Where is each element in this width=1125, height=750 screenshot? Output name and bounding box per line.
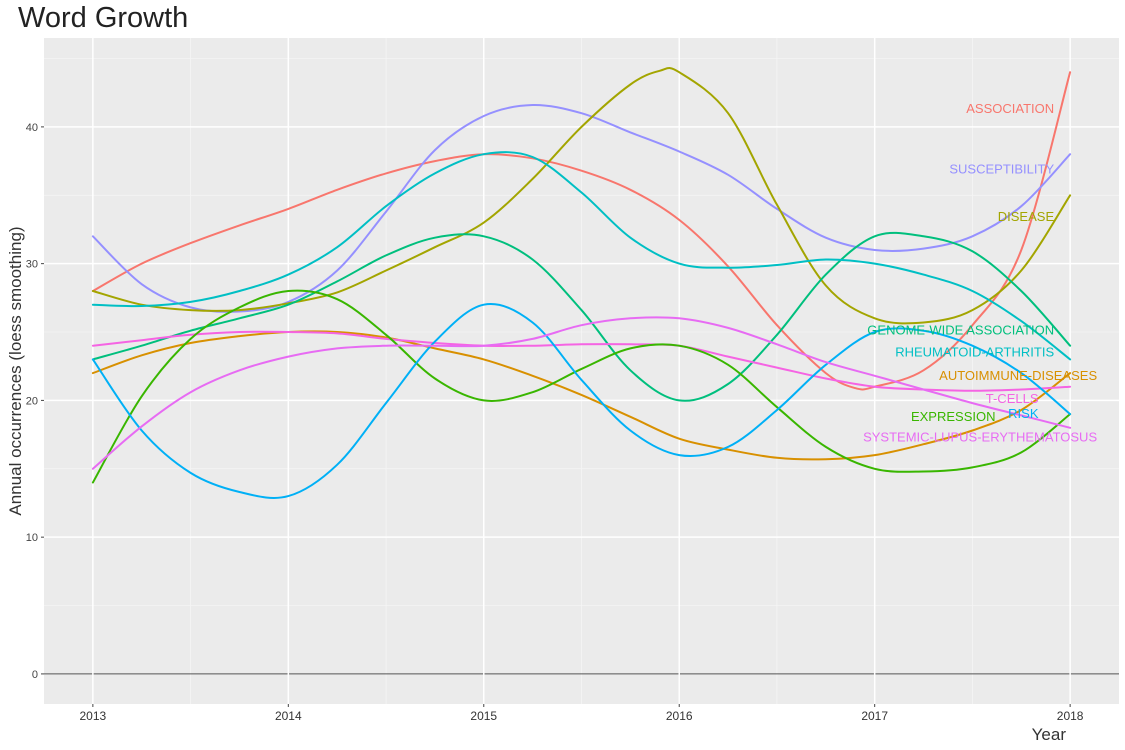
series-line-rheumatoid-arthritis: [91, 151, 1072, 361]
series-label-rheumatoid-arthritis: RHEUMATOID-ARTHRITIS: [895, 345, 1054, 360]
series-line-t-cells: [91, 330, 1072, 392]
x-tick-label: 2015: [470, 709, 497, 723]
series-line-disease: [91, 67, 1072, 325]
tick-layer: 0 10 20 30 40 2013 2014 2015 2016 2017 2018: [26, 122, 1084, 723]
x-axis-title: Year: [1032, 725, 1067, 744]
y-axis-title: Annual occurrences (loess smoothing): [6, 226, 25, 515]
y-tick-label: 0: [32, 669, 38, 681]
grid-minor: [44, 38, 1119, 704]
x-tick-label: 2014: [275, 709, 302, 723]
series-label-susceptibility: SUSCEPTIBILITY: [949, 161, 1054, 176]
y-tick-label: 40: [26, 122, 38, 134]
y-tick-label: 20: [26, 395, 38, 407]
grid-major: [44, 38, 1119, 704]
series-layer: [91, 67, 1072, 499]
series-label-association: ASSOCIATION: [966, 101, 1054, 116]
series-line-association: [91, 71, 1072, 391]
series-label-autoimmune-diseases: AUTOIMMUNE-DISEASES: [939, 368, 1097, 383]
series-line-systemic-lupus-erythematosus: [91, 316, 1072, 470]
series-line-genome-wide-association: [91, 231, 1072, 402]
end-label-layer: ASSOCIATION SUSCEPTIBILITY DISEASE GENOME-W…: [863, 101, 1097, 444]
chart-title: Word Growth: [18, 2, 189, 34]
x-tick-label: 2018: [1057, 709, 1084, 723]
series-label-t-cells: T-CELLS: [986, 391, 1039, 406]
series-line-susceptibility: [91, 103, 1072, 313]
series-label-systemic-lupus-erythematosus: SYSTEMIC-LUPUS-ERYTHEMATOSUS: [863, 429, 1097, 444]
series-label-disease: DISEASE: [998, 209, 1055, 224]
series-label-risk: RISK: [1008, 406, 1039, 421]
x-tick-label: 2017: [861, 709, 888, 723]
y-tick-label: 10: [26, 532, 38, 544]
series-label-genome-wide-association: GENOME-WIDE ASSOCIATION: [867, 323, 1054, 338]
series-label-expression: EXPRESSION: [911, 409, 996, 424]
series-line-expression: [91, 289, 1072, 484]
series-line-risk: [91, 303, 1072, 499]
series-line-autoimmune-diseases: [91, 330, 1072, 461]
y-tick-label: 30: [26, 259, 38, 271]
x-tick-label: 2013: [80, 709, 107, 723]
x-tick-label: 2016: [666, 709, 693, 723]
